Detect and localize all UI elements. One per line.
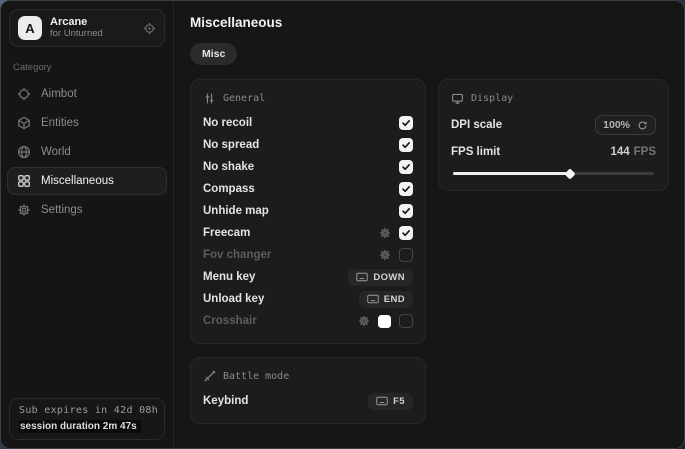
- option-row-freecam: Freecam: [203, 222, 413, 244]
- app-names: Arcane for Unturned: [50, 16, 103, 40]
- checkbox[interactable]: [399, 226, 413, 240]
- option-label: Fov changer: [203, 249, 272, 261]
- battle-mode-card-title: Battle mode: [223, 371, 290, 382]
- gear-icon: [17, 203, 31, 217]
- option-label: Keybind: [203, 395, 249, 407]
- general-rows: No recoil No spread No shake Compass Unhide …: [203, 112, 413, 332]
- option-row-keybind: Keybind F5: [203, 390, 413, 412]
- sword-icon: [203, 370, 216, 383]
- checkbox[interactable]: [399, 182, 413, 196]
- gear-icon[interactable]: [379, 249, 391, 261]
- option-row-no-spread: No spread: [203, 134, 413, 156]
- option-row-crosshair: Crosshair: [203, 310, 413, 332]
- dpi-scale-chip[interactable]: 100%: [595, 115, 656, 135]
- globe-icon: [17, 145, 31, 159]
- keybind-chip[interactable]: DOWN: [348, 268, 413, 286]
- fps-limit-unit: FPS: [633, 145, 656, 158]
- checkbox[interactable]: [399, 116, 413, 130]
- option-row-no-recoil: No recoil: [203, 112, 413, 134]
- option-row-no-shake: No shake: [203, 156, 413, 178]
- sidebar-item-label: Settings: [41, 204, 83, 216]
- checkbox[interactable]: [399, 314, 413, 328]
- keybind-value: F5: [393, 395, 405, 407]
- sub-expiry-text: Sub expires in 42d 08h: [19, 405, 159, 416]
- keybind-chip[interactable]: END: [358, 290, 413, 308]
- sidebar-item-miscellaneous[interactable]: Miscellaneous: [7, 167, 167, 195]
- display-card-title: Display: [471, 93, 514, 104]
- refresh-icon[interactable]: [637, 120, 648, 131]
- checkbox[interactable]: [399, 204, 413, 218]
- target-icon[interactable]: [143, 22, 156, 35]
- page-title: Miscellaneous: [190, 15, 283, 30]
- cube-icon: [17, 116, 31, 130]
- sidebar: A Arcane for Unturned Category Aimbot Ent…: [1, 1, 174, 448]
- sidebar-item-world[interactable]: World: [7, 138, 167, 166]
- sidebar-item-settings[interactable]: Settings: [7, 196, 167, 224]
- fps-slider-fill: [453, 172, 570, 175]
- checkbox[interactable]: [399, 248, 413, 262]
- sliders-icon: [203, 92, 216, 105]
- sidebar-nav: Aimbot Entities World Miscellaneous Settings: [1, 80, 173, 224]
- sidebar-item-label: Miscellaneous: [41, 175, 114, 187]
- keyboard-icon: [376, 396, 388, 406]
- sidebar-item-aimbot[interactable]: Aimbot: [7, 80, 167, 108]
- gear-icon[interactable]: [358, 315, 370, 327]
- option-label: Freecam: [203, 227, 251, 239]
- session-duration-text: session duration 2m 47s: [19, 420, 141, 433]
- dpi-scale-value: 100%: [603, 119, 630, 131]
- option-row-menu-key: Menu key DOWN: [203, 266, 413, 288]
- fps-limit-value: 144: [610, 145, 630, 158]
- keybind-value: DOWN: [373, 271, 405, 283]
- option-row-compass: Compass: [203, 178, 413, 200]
- tab-bar: Misc: [190, 43, 669, 65]
- app-subtitle: for Unturned: [50, 27, 103, 39]
- fps-limit-row: FPS limit 144 FPS: [451, 140, 656, 163]
- app-name: Arcane: [50, 16, 88, 29]
- general-card: General No recoil No spread No shake Compas…: [190, 79, 426, 344]
- keybind-value: END: [383, 293, 405, 305]
- color-swatch[interactable]: [378, 314, 391, 328]
- subscription-status-box: Sub expires in 42d 08h session duration …: [9, 398, 165, 440]
- option-row-unload-key: Unload key END: [203, 288, 413, 310]
- option-label: Unhide map: [203, 205, 269, 217]
- keyboard-icon: [356, 272, 369, 282]
- sidebar-item-label: Entities: [41, 117, 79, 129]
- battle-mode-card: Battle mode Keybind F5: [190, 357, 426, 424]
- keybind-chip[interactable]: F5: [368, 392, 413, 410]
- fps-limit-label: FPS limit: [451, 145, 501, 158]
- option-label: No spread: [203, 139, 260, 151]
- display-card: Display DPI scale 100%: [438, 79, 669, 191]
- option-label: No recoil: [203, 117, 253, 129]
- option-label: Menu key: [203, 271, 256, 283]
- battle-mode-rows: Keybind F5: [203, 390, 413, 412]
- dpi-scale-row: DPI scale 100%: [451, 112, 656, 138]
- fps-limit-slider[interactable]: [453, 167, 654, 180]
- option-label: Crosshair: [203, 315, 257, 327]
- sidebar-item-entities[interactable]: Entities: [7, 109, 167, 137]
- category-label: Category: [13, 62, 52, 73]
- option-row-fov-changer: Fov changer: [203, 244, 413, 266]
- general-card-title: General: [223, 93, 266, 104]
- option-label: Compass: [203, 183, 255, 195]
- main-content: Miscellaneous Misc General N: [174, 1, 684, 448]
- app-logo: A: [18, 16, 42, 40]
- dpi-scale-label: DPI scale: [451, 119, 503, 131]
- monitor-icon: [451, 92, 464, 105]
- fps-slider-thumb[interactable]: [563, 167, 576, 180]
- gear-icon[interactable]: [379, 227, 391, 239]
- checkbox[interactable]: [399, 138, 413, 152]
- sidebar-item-label: Aimbot: [41, 88, 77, 100]
- grid-icon: [17, 174, 31, 188]
- crosshair-icon: [17, 87, 31, 101]
- checkbox[interactable]: [399, 160, 413, 174]
- app-header-card[interactable]: A Arcane for Unturned: [9, 9, 165, 47]
- option-label: Unload key: [203, 293, 265, 305]
- tab-misc[interactable]: Misc: [190, 43, 238, 65]
- keyboard-icon: [366, 294, 379, 304]
- sidebar-item-label: World: [41, 146, 71, 158]
- option-label: No shake: [203, 161, 255, 173]
- option-row-unhide-map: Unhide map: [203, 200, 413, 222]
